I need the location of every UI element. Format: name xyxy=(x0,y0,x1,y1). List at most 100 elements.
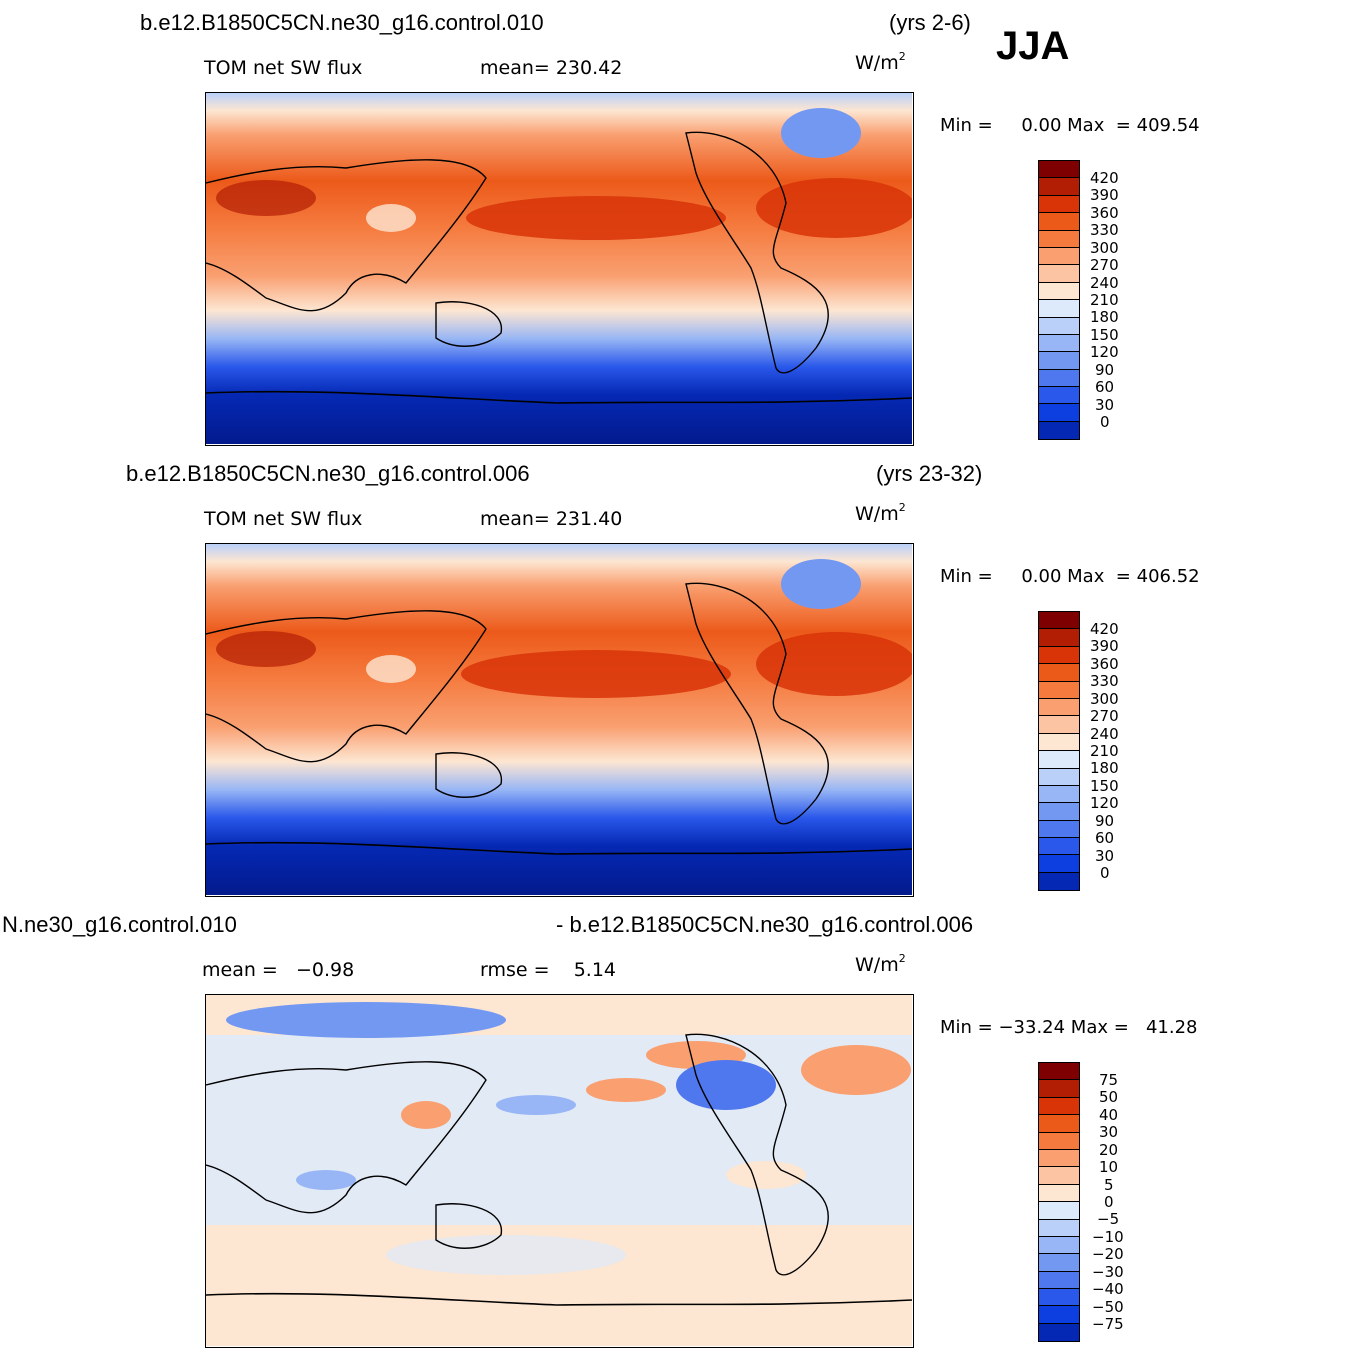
colorbar-swatch xyxy=(1039,421,1079,440)
colorbar-swatch xyxy=(1039,681,1079,699)
colorbar-swatch xyxy=(1039,855,1079,873)
colorbar-label: 180 xyxy=(1090,308,1119,326)
colorbar-swatch xyxy=(1039,612,1079,630)
colorbar-label: 240 xyxy=(1090,274,1119,292)
colorbar-label: 20 xyxy=(1099,1141,1119,1159)
colorbar-label: 30 xyxy=(1099,1123,1119,1141)
colorbar-swatch xyxy=(1039,872,1079,891)
colorbar-swatch xyxy=(1039,161,1079,179)
colorbar-swatch xyxy=(1039,404,1079,422)
panel2-variable: TOM net SW flux xyxy=(204,508,363,530)
colorbar-label: 150 xyxy=(1090,326,1119,344)
colorbar-swatch xyxy=(1039,282,1079,301)
colorbar-swatch xyxy=(1039,1323,1079,1342)
colorbar-swatch xyxy=(1039,1219,1079,1237)
panel2-units: W/m2 xyxy=(855,501,906,525)
colorbar-label: −75 xyxy=(1092,1315,1124,1333)
panel3-mean: mean = −0.98 xyxy=(202,959,355,981)
colorbar-swatch xyxy=(1039,1184,1079,1203)
colorbar-label: 40 xyxy=(1099,1106,1119,1124)
colorbar-swatch xyxy=(1039,1236,1079,1255)
colorbar-label: 180 xyxy=(1090,759,1119,777)
colorbar-swatch xyxy=(1039,785,1079,804)
colorbar-label: 270 xyxy=(1090,707,1119,725)
colorbar-swatch xyxy=(1039,1115,1079,1133)
colorbar-swatch xyxy=(1039,317,1079,335)
colorbar-label: 210 xyxy=(1090,291,1119,309)
colorbar-label: 240 xyxy=(1090,725,1119,743)
colorbar-swatch xyxy=(1039,820,1079,839)
colorbar-swatch xyxy=(1039,1254,1079,1272)
colorbar-label: −50 xyxy=(1092,1298,1124,1316)
colorbar-label: 270 xyxy=(1090,256,1119,274)
colorbar-swatch xyxy=(1039,352,1079,370)
colorbar-swatch xyxy=(1039,768,1079,786)
colorbar-label: 420 xyxy=(1090,169,1119,187)
colorbar-swatch xyxy=(1039,646,1079,665)
colorbar-label: 30 xyxy=(1095,847,1115,865)
colorbar-swatch xyxy=(1039,698,1079,717)
panel2-colorbar xyxy=(1038,611,1080,891)
colorbar-swatch xyxy=(1039,664,1079,682)
panel2-minmax: Min = 0.00 Max = 406.52 xyxy=(940,566,1200,587)
colorbar-label: −40 xyxy=(1092,1280,1124,1298)
colorbar-label: 90 xyxy=(1095,812,1115,830)
panel2-years: (yrs 23-32) xyxy=(876,461,983,486)
panel3-colorbar xyxy=(1038,1062,1080,1342)
colorbar-label: 120 xyxy=(1090,343,1119,361)
colorbar-label: 300 xyxy=(1090,690,1119,708)
colorbar-label: 210 xyxy=(1090,742,1119,760)
colorbar-swatch xyxy=(1039,1149,1079,1168)
colorbar-label: 330 xyxy=(1090,672,1119,690)
panel2-case-title: b.e12.B1850C5CN.ne30_g16.control.006 xyxy=(126,461,530,486)
colorbar-label: 300 xyxy=(1090,239,1119,257)
panel1-case-title: b.e12.B1850C5CN.ne30_g16.control.010 xyxy=(140,10,544,35)
colorbar-swatch xyxy=(1039,803,1079,821)
season-label: JJA xyxy=(996,24,1070,68)
colorbar-swatch xyxy=(1039,1063,1079,1081)
panel1-minmax: Min = 0.00 Max = 409.54 xyxy=(940,115,1200,136)
colorbar-swatch xyxy=(1039,178,1079,196)
colorbar-swatch xyxy=(1039,213,1079,231)
colorbar-label: 0 xyxy=(1100,413,1110,431)
panel3-units: W/m2 xyxy=(855,952,906,976)
colorbar-swatch xyxy=(1039,838,1079,856)
colorbar-swatch xyxy=(1039,1202,1079,1220)
panel3-case-right: - b.e12.B1850C5CN.ne30_g16.control.006 xyxy=(556,912,974,937)
colorbar-swatch xyxy=(1039,1080,1079,1098)
colorbar-swatch xyxy=(1039,751,1079,769)
panel3-rmse: rmse = 5.14 xyxy=(480,959,616,981)
colorbar-label: 390 xyxy=(1090,186,1119,204)
colorbar-swatch xyxy=(1039,1097,1079,1116)
panel2-mean: mean= 231.40 xyxy=(480,508,623,530)
colorbar-label: 360 xyxy=(1090,655,1119,673)
colorbar-swatch xyxy=(1039,629,1079,647)
panel3-case-title: N.ne30_g16.control.010 xyxy=(2,912,237,937)
colorbar-swatch xyxy=(1039,1271,1079,1290)
colorbar-label: 330 xyxy=(1090,221,1119,239)
colorbar-label: −5 xyxy=(1097,1210,1120,1228)
colorbar-swatch xyxy=(1039,247,1079,266)
colorbar-label: −30 xyxy=(1092,1263,1124,1281)
colorbar-label: 75 xyxy=(1099,1071,1119,1089)
colorbar-label: 390 xyxy=(1090,637,1119,655)
colorbar-label: −10 xyxy=(1092,1228,1124,1246)
colorbar-label: 360 xyxy=(1090,204,1119,222)
panel1-units: W/m2 xyxy=(855,50,906,74)
panel1-mean: mean= 230.42 xyxy=(480,57,623,79)
panel1-map xyxy=(205,92,914,446)
colorbar-label: 30 xyxy=(1095,396,1115,414)
colorbar-label: 60 xyxy=(1095,378,1115,396)
colorbar-label: 10 xyxy=(1099,1158,1119,1176)
colorbar-swatch xyxy=(1039,300,1079,318)
colorbar-label: 120 xyxy=(1090,794,1119,812)
colorbar-label: 5 xyxy=(1104,1176,1114,1194)
colorbar-swatch xyxy=(1039,1167,1079,1185)
panel3-map xyxy=(205,994,914,1348)
colorbar-label: 50 xyxy=(1099,1088,1119,1106)
colorbar-swatch xyxy=(1039,369,1079,388)
colorbar-swatch xyxy=(1039,195,1079,214)
colorbar-label: 420 xyxy=(1090,620,1119,638)
colorbar-swatch xyxy=(1039,733,1079,752)
colorbar-label: 90 xyxy=(1095,361,1115,379)
